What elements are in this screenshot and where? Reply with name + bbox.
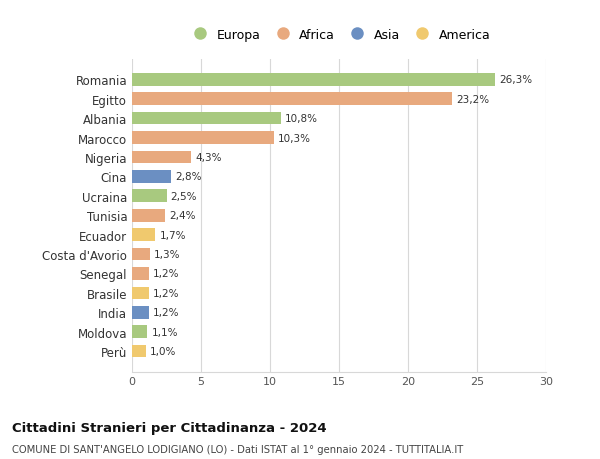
Text: 2,4%: 2,4% <box>169 211 196 221</box>
Bar <box>132 151 191 164</box>
Bar <box>132 74 495 86</box>
Bar <box>132 190 167 203</box>
Text: 2,8%: 2,8% <box>175 172 201 182</box>
Text: 23,2%: 23,2% <box>456 95 490 105</box>
Bar <box>132 248 150 261</box>
Text: 1,2%: 1,2% <box>152 308 179 318</box>
Bar <box>132 345 146 358</box>
Bar <box>132 171 170 183</box>
Bar <box>132 268 149 280</box>
Text: COMUNE DI SANT'ANGELO LODIGIANO (LO) - Dati ISTAT al 1° gennaio 2024 - TUTTITALI: COMUNE DI SANT'ANGELO LODIGIANO (LO) - D… <box>12 444 463 454</box>
Bar <box>132 287 149 300</box>
Text: 1,2%: 1,2% <box>152 288 179 298</box>
Text: 1,1%: 1,1% <box>151 327 178 337</box>
Bar <box>132 229 155 241</box>
Text: 2,5%: 2,5% <box>170 191 197 202</box>
Bar <box>132 93 452 106</box>
Bar <box>132 306 149 319</box>
Text: 1,2%: 1,2% <box>152 269 179 279</box>
Text: 26,3%: 26,3% <box>499 75 532 85</box>
Bar <box>132 325 147 338</box>
Bar <box>132 132 274 145</box>
Text: 10,3%: 10,3% <box>278 133 311 143</box>
Text: 4,3%: 4,3% <box>196 153 222 162</box>
Legend: Europa, Africa, Asia, America: Europa, Africa, Asia, America <box>188 28 490 41</box>
Text: 1,3%: 1,3% <box>154 250 181 259</box>
Text: Cittadini Stranieri per Cittadinanza - 2024: Cittadini Stranieri per Cittadinanza - 2… <box>12 421 326 434</box>
Text: 1,7%: 1,7% <box>160 230 186 240</box>
Text: 1,0%: 1,0% <box>150 347 176 356</box>
Bar <box>132 112 281 125</box>
Text: 10,8%: 10,8% <box>285 114 318 124</box>
Bar <box>132 209 165 222</box>
